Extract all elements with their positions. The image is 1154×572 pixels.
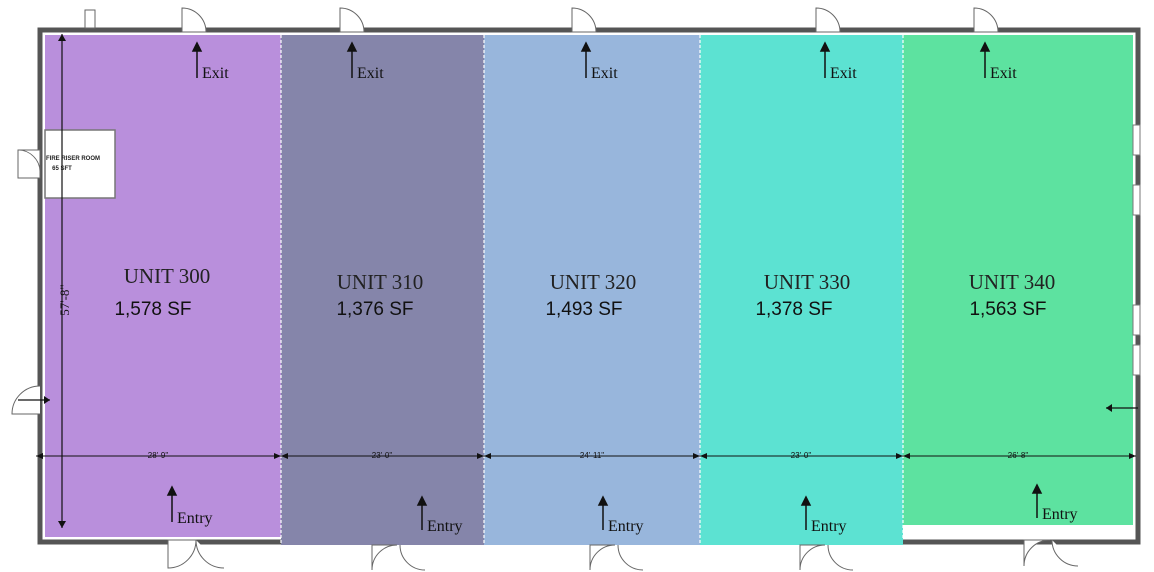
- unit-300-area-label: 1,578 SF: [114, 299, 191, 320]
- depth-dimension: 57'-8": [57, 34, 72, 528]
- unit-340-width: 26'-8": [1008, 451, 1029, 460]
- unit-330-width: 23'-0": [791, 451, 812, 460]
- unit-340-area[interactable]: [903, 35, 1133, 525]
- unit-320-area-label: 1,493 SF: [545, 299, 622, 320]
- depth-dimension-label: 57'-8": [57, 284, 72, 315]
- unit-330-exit-label: Exit: [830, 65, 857, 82]
- unit-320-area[interactable]: [484, 35, 700, 545]
- unit-330-area-label: 1,378 SF: [755, 299, 832, 320]
- unit-320-name: UNIT 320: [550, 270, 637, 294]
- unit-310-exit-label: Exit: [357, 65, 384, 82]
- unit-310-area[interactable]: [281, 35, 484, 545]
- unit-340-name: UNIT 340: [969, 270, 1056, 294]
- unit-340-entry-label: Entry: [1042, 506, 1078, 523]
- unit-300-width: 28'-9": [148, 451, 169, 460]
- width-dimension-ticks: [36, 453, 1136, 459]
- unit-300-entry-label: Entry: [177, 510, 213, 527]
- unit-310-width: 23'-0": [372, 451, 393, 460]
- east-windows: [1132, 124, 1141, 376]
- unit-340-exit-label: Exit: [990, 65, 1017, 82]
- unit-310-name: UNIT 310: [337, 270, 424, 294]
- unit-320-width: 24'-11": [580, 451, 604, 460]
- unit-300-exit-label: Exit: [202, 65, 229, 82]
- fire-riser-room: FIRE RISER ROOM 65 SFT: [17, 129, 116, 199]
- unit-310-entry-label: Entry: [427, 518, 463, 535]
- exit-arrows: [191, 41, 991, 78]
- side-entry-door-east: [1106, 404, 1138, 412]
- bottom-entry-doors: [167, 539, 1079, 571]
- unit-340-area-label: 1,563 SF: [969, 299, 1046, 320]
- unit-320-entry-label: Entry: [608, 518, 644, 535]
- unit-310-area-label: 1,376 SF: [336, 299, 413, 320]
- unit-320-exit-label: Exit: [591, 65, 618, 82]
- unit-300-area[interactable]: [45, 35, 281, 537]
- unit-330-entry-label: Entry: [811, 518, 847, 535]
- side-entry-door-west: [11, 385, 50, 415]
- entry-arrows: [166, 483, 1043, 530]
- fire-room-label: FIRE RISER ROOM: [46, 156, 100, 162]
- unit-330-area[interactable]: [700, 35, 903, 545]
- unit-330-name: UNIT 330: [764, 270, 851, 294]
- top-exit-doors: [84, 7, 999, 33]
- unit-300-name: UNIT 300: [124, 264, 211, 288]
